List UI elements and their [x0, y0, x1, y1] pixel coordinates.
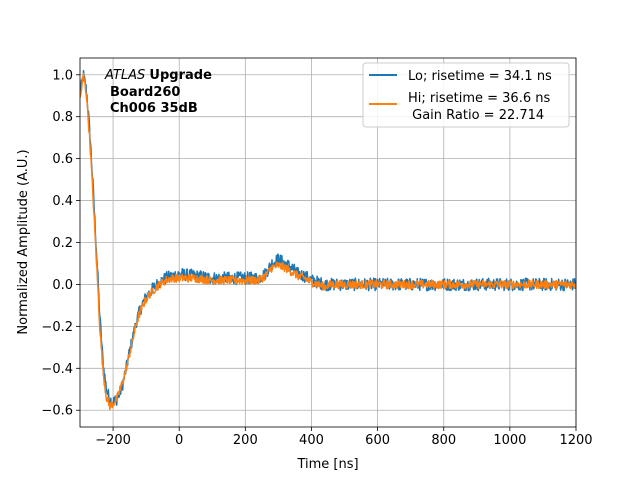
legend-gain-ratio: Gain Ratio = 22.714 [408, 108, 544, 123]
atlas-annotation: ATLAS Upgrade Board260 Ch006 35dB [104, 68, 212, 116]
annotation-upgrade: Upgrade [149, 68, 212, 83]
x-axis-label: Time [ns] [296, 457, 358, 472]
y-tick-label: 1.0 [52, 68, 73, 83]
y-tick-label: 0.8 [52, 110, 73, 125]
y-tick-label: 0.2 [52, 236, 73, 251]
y-tick-label: 0.0 [52, 278, 73, 293]
x-tick-label: 400 [299, 433, 324, 448]
series-line-1 [80, 72, 576, 411]
y-tick-label: 0.6 [52, 152, 73, 167]
legend-box [362, 62, 570, 128]
x-tick-label: 600 [365, 433, 390, 448]
plot-area [80, 70, 576, 411]
y-tick-label: −0.4 [41, 362, 73, 377]
legend-label-lo: Lo; risetime = 34.1 ns [408, 69, 552, 84]
legend-label-hi: Hi; risetime = 36.6 ns [408, 91, 550, 106]
x-tick-label: 800 [431, 433, 456, 448]
x-tick-label: −200 [95, 433, 131, 448]
y-axis-ticks: −0.6 −0.4 −0.2 0.0 0.2 0.4 0.6 0.8 1.0 [41, 68, 80, 419]
y-tick-label: 0.4 [52, 194, 73, 209]
x-tick-label: 200 [233, 433, 258, 448]
x-axis-ticks: −200 0 200 400 600 800 1000 1200 [95, 427, 593, 448]
x-tick-label: 1200 [559, 433, 592, 448]
series-group [80, 70, 576, 411]
annotation-line-1: ATLAS Upgrade [104, 68, 212, 83]
x-tick-label: 1000 [493, 433, 526, 448]
y-axis-label: Normalized Amplitude (A.U.) [16, 149, 31, 334]
annotation-board: Board260 [110, 85, 180, 100]
y-tick-label: −0.2 [41, 320, 73, 335]
y-tick-label: −0.6 [41, 404, 73, 419]
annotation-channel: Ch006 35dB [110, 101, 198, 116]
legend: Lo; risetime = 34.1 ns Hi; risetime = 36… [362, 62, 570, 128]
x-tick-label: 0 [175, 433, 183, 448]
annotation-atlas: ATLAS [104, 68, 145, 83]
